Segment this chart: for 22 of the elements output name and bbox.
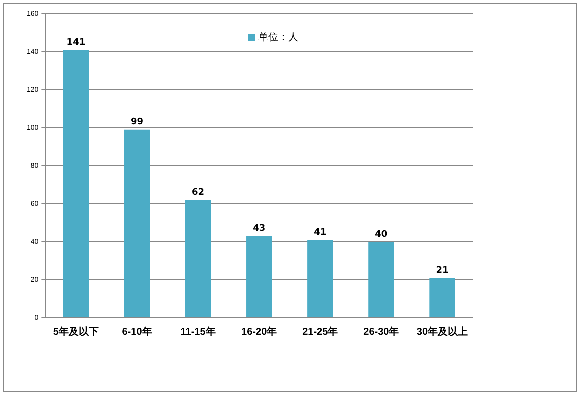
x-tick-label: 26-30年: [364, 326, 400, 338]
x-tick-label: 6-10年: [122, 326, 152, 338]
data-label: 43: [253, 224, 266, 234]
x-tick-label: 21-25年: [302, 326, 338, 338]
bar: [246, 236, 272, 318]
x-tick-label: 5年及以下: [53, 326, 99, 338]
x-tick-label: 11-15年: [180, 326, 216, 338]
data-label: 41: [314, 228, 327, 238]
bar: [124, 130, 150, 318]
data-label: 21: [436, 266, 449, 276]
legend-label: 单位：人: [258, 32, 298, 44]
bar: [63, 50, 90, 318]
data-label: 62: [192, 188, 205, 198]
bar: [185, 200, 212, 318]
data-label: 40: [375, 230, 388, 240]
x-tick-label: 16-20年: [242, 326, 278, 338]
x-tick-label: 30年及以上: [416, 326, 468, 338]
bar: [368, 242, 394, 318]
data-label: 99: [130, 118, 144, 128]
data-label: 141: [66, 38, 86, 48]
bar: [430, 278, 456, 318]
bar: [308, 240, 334, 318]
